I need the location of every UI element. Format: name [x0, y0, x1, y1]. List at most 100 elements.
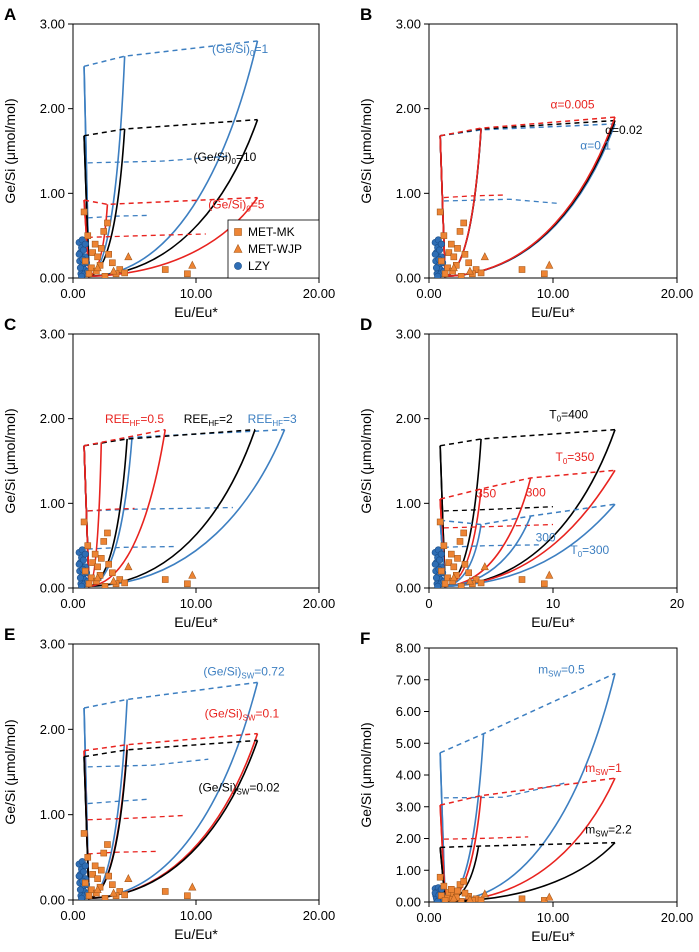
x-axis-title: Eu/Eu*: [174, 614, 218, 630]
point-met-mk: [109, 881, 116, 888]
point-met-mk: [461, 560, 469, 568]
point-lzy: [434, 897, 442, 902]
model-isoline-blue: [87, 798, 147, 805]
point-met-wjp: [188, 260, 197, 269]
point-met-mk: [91, 550, 99, 558]
point-met-wjp: [449, 263, 458, 272]
y-axis-title: Ge/Si (μmol/mol): [358, 98, 374, 203]
curve-label: 300: [536, 530, 556, 544]
panel-a: A 0.00 1.00 2.00 3.00 0.00 10.00 20.00 Eu/Eu* Ge/…: [2, 5, 335, 320]
x-tick-label: 10.00: [180, 286, 213, 301]
model-curve-black: [83, 429, 256, 588]
point-met-mk: [91, 862, 99, 870]
plot-area: [75, 428, 286, 588]
point-met-mk: [438, 257, 445, 265]
y-tick-label: 3.00: [40, 637, 65, 652]
point-met-mk: [104, 219, 111, 227]
point-met-mk: [457, 898, 465, 902]
model-isoline-red: [87, 814, 184, 821]
point-lzy: [434, 272, 442, 278]
x-axis-title: Eu/Eu*: [531, 614, 575, 630]
y-tick-label: 4.00: [396, 768, 421, 783]
curve-label: α=0.005: [551, 98, 595, 112]
model-isoline-red: [443, 194, 504, 199]
point-met-mk: [465, 569, 472, 577]
point-met-mk: [105, 560, 112, 568]
legend-box: [227, 219, 320, 279]
y-tick-label: 0.00: [396, 895, 421, 910]
point-met-wjp: [124, 874, 133, 882]
y-tick-label: 0.00: [396, 271, 421, 286]
point-met-wjp: [465, 576, 475, 585]
point-met-wjp: [93, 573, 102, 582]
y-tick-label: 1.00: [40, 496, 65, 511]
point-met-mk: [101, 894, 109, 900]
point-met-wjp: [109, 888, 118, 897]
point-met-wjp: [93, 885, 102, 894]
model-dashed-black: [440, 428, 616, 447]
model-dashed-blue: [83, 40, 258, 68]
point-lzy: [81, 550, 89, 558]
point-met-wjp: [480, 252, 489, 261]
point-met-mk: [105, 250, 112, 258]
point-met-mk: [116, 266, 124, 273]
y-axis-title: Ge/Si (μmol/mol): [2, 98, 18, 203]
point-met-mk: [460, 219, 468, 227]
x-tick-label: 0: [425, 596, 432, 611]
panel-letter: E: [4, 625, 15, 644]
point-met-mk: [82, 879, 89, 887]
point-met-wjp: [449, 893, 458, 902]
point-met-mk: [94, 253, 101, 261]
model-isoline-red: [443, 523, 554, 529]
y-tick-label: 1.00: [396, 496, 421, 511]
point-met-mk: [94, 875, 101, 882]
y-tick-label: 2.00: [396, 411, 421, 426]
curve-label: 350: [476, 486, 496, 500]
point-lzy: [81, 862, 89, 870]
point-met-mk: [448, 240, 455, 248]
x-tick-label: 0.00: [416, 910, 441, 925]
point-met-mk: [105, 872, 112, 880]
point-met-mk: [465, 259, 472, 267]
model-dashed-blue: [439, 672, 616, 754]
legend-label: MET-MK: [248, 225, 295, 239]
point-lzy: [75, 560, 83, 568]
point-met-wjp: [109, 576, 118, 585]
point-lzy: [78, 894, 86, 900]
point-met-mk: [518, 266, 526, 273]
curve-label: (Ge/Si)SW=0.02: [198, 781, 280, 797]
y-axis-title: Ge/Si (μmol/mol): [2, 408, 18, 513]
point-met-mk: [82, 257, 89, 265]
model-isoline-red: [443, 836, 529, 840]
point-lzy: [78, 272, 86, 278]
y-tick-label: 3.00: [396, 17, 421, 32]
point-met-mk: [91, 240, 99, 248]
point-met-mk: [461, 889, 469, 897]
point-met-mk: [82, 567, 89, 575]
legend-marker-square: [234, 228, 242, 236]
point-lzy: [78, 582, 86, 588]
panel-letter: F: [360, 629, 370, 648]
point-met-mk: [184, 270, 191, 278]
x-tick-label: 10.00: [180, 908, 213, 923]
point-met-wjp: [109, 266, 118, 275]
curve-label: (Ge/Si)0=10: [194, 150, 257, 166]
point-met-mk: [184, 580, 191, 588]
point-met-mk: [518, 895, 526, 902]
model-isoline-blue: [87, 155, 231, 164]
curve-label: REEHF=2: [184, 412, 233, 428]
point-met-wjp: [124, 252, 133, 261]
x-tick-label: 10.00: [537, 910, 570, 925]
y-axis-title: Ge/Si (μmol/mol): [2, 719, 18, 824]
model-isoline-red: [87, 507, 135, 512]
curve-label: (Ge/Si)0=1: [212, 42, 268, 58]
curve-label: (Ge/Si)SW=0.1: [205, 706, 280, 722]
point-met-mk: [100, 228, 108, 235]
point-met-mk: [89, 871, 96, 878]
point-met-mk: [541, 270, 548, 278]
point-met-wjp: [545, 892, 554, 901]
curve-label: mSW=1: [585, 761, 622, 777]
model-dashed-red: [439, 469, 616, 500]
x-tick-label: 0.00: [60, 286, 85, 301]
y-tick-label: 6.00: [396, 704, 421, 719]
